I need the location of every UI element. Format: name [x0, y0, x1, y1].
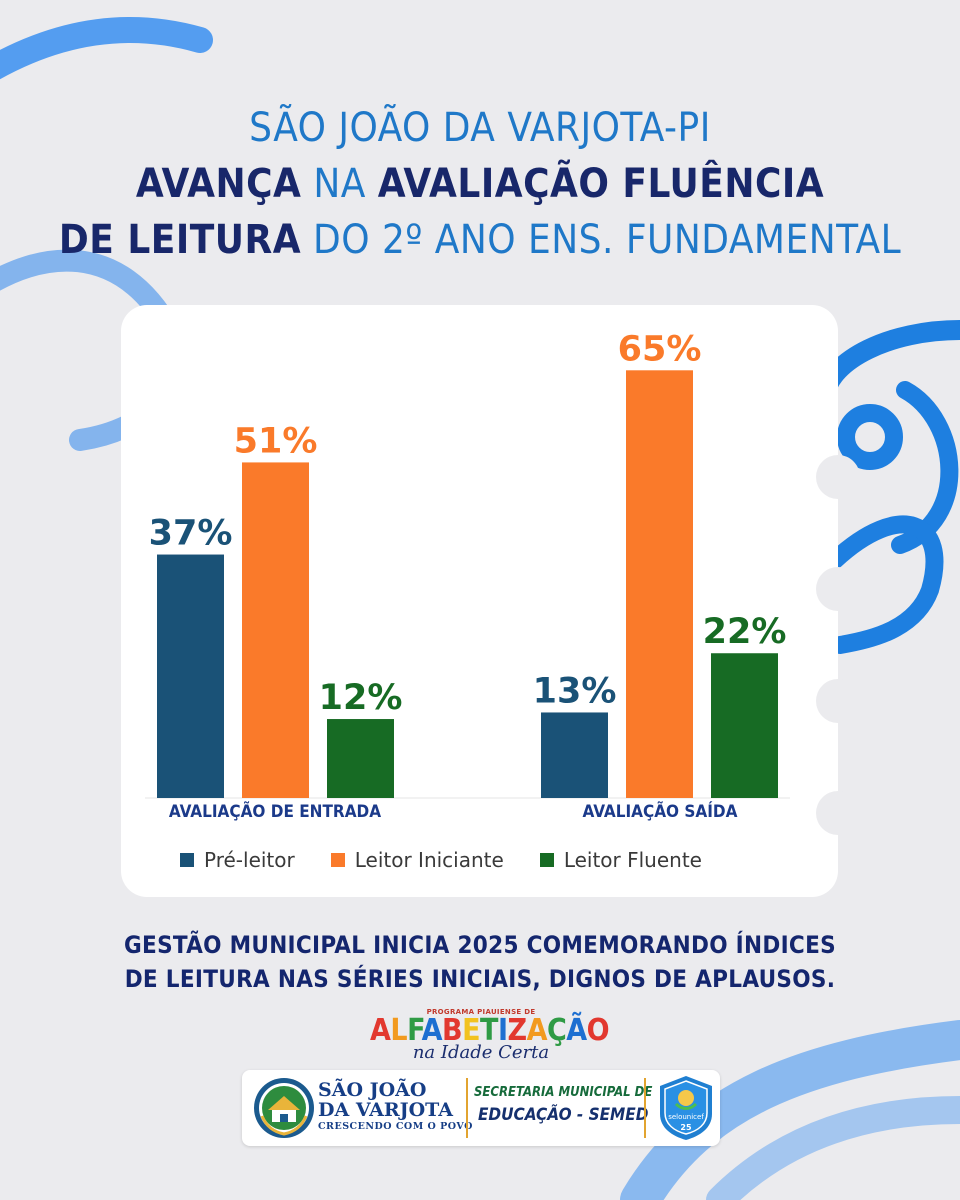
legend-swatch [539, 853, 554, 867]
headline-segment: NA [301, 161, 378, 207]
secretariat-line: SECRETARIA MUNICIPAL DE [474, 1085, 653, 1100]
municipality-name: SÃO JOÃO DA VARJOTA CRESCENDO COM O POVO [318, 1080, 473, 1134]
program-logo-letter: Z [507, 1013, 527, 1048]
footer-message-line: GESTÃO MUNICIPAL INICIA 2025 COMEMORANDO… [124, 931, 836, 959]
card-notch [816, 791, 860, 835]
program-logo: PROGRAMA PIAUIENSE DE ALFABETIZAÇÃO na I… [370, 1008, 610, 1066]
program-logo-title: ALFABETIZAÇÃO [370, 1013, 610, 1048]
program-logo-subtitle: na Idade Certa [412, 1042, 550, 1063]
bar-value-label: 22% [703, 612, 787, 652]
legend-label: Leitor Fluente [563, 848, 702, 872]
bar [626, 370, 693, 798]
municipality-name-line: SÃO JOÃO [318, 1079, 427, 1101]
program-logo-letter: E [462, 1013, 481, 1048]
bar [327, 719, 394, 798]
headline-segment: AVANÇA [135, 161, 302, 207]
secretariat-name: SECRETARIA MUNICIPAL DE EDUCAÇÃO - SEMED [474, 1084, 652, 1128]
bar [541, 712, 608, 798]
program-logo-letter: O [586, 1013, 610, 1048]
legend-swatch [180, 853, 194, 867]
footer-message-line: DE LEITURA NAS SÉRIES INICIAIS, DIGNOS D… [124, 965, 836, 993]
headline-segment: DE LEITURA [58, 217, 302, 263]
footer-message: GESTÃO MUNICIPAL INICIA 2025 COMEMORANDO… [0, 928, 960, 996]
legend-swatch [330, 853, 345, 867]
program-logo-letter: T [480, 1013, 498, 1048]
program-logo-letter: B [441, 1013, 463, 1048]
municipality-slogan: CRESCENDO COM O POVO [318, 1121, 473, 1132]
bar [242, 462, 309, 798]
card-notch [816, 567, 860, 611]
headline-segment: DO 2º ANO ENS. FUNDAMENTAL [301, 217, 902, 263]
bar-value-label: 51% [234, 421, 318, 461]
program-logo-letter: F [407, 1013, 422, 1048]
legend-label: Pré-leitor [204, 848, 295, 872]
unicef-seal-icon: selounicef 25 [660, 1076, 712, 1140]
headline-segment: AVALIAÇÃO FLUÊNCIA [377, 161, 825, 207]
legend-label: Leitor Iniciante [354, 848, 504, 872]
bar-value-label: 65% [618, 329, 702, 369]
program-logo-top: PROGRAMA PIAUIENSE DE [426, 1008, 536, 1016]
bar-value-label: 37% [149, 514, 233, 554]
headline: SÃO JOÃO DA VARJOTA-PI AVANÇA NA AVALIAÇ… [0, 100, 960, 268]
x-axis-category-label: AVALIAÇÃO SAÍDA [582, 802, 738, 822]
secretariat-line: EDUCAÇÃO - SEMED [477, 1105, 649, 1125]
card-notch [816, 455, 860, 499]
legend-item: Pré-leitor [180, 848, 295, 872]
headline-line-3: DE LEITURA DO 2º ANO ENS. FUNDAMENTAL [0, 212, 960, 268]
program-logo-letter: Ç [546, 1013, 567, 1048]
legend-item: Leitor Fluente [539, 848, 702, 872]
seal-text: selounicef [668, 1113, 704, 1121]
bar-value-label: 12% [319, 678, 403, 718]
program-logo-letter: A [526, 1013, 548, 1048]
chart-legend: Pré-leitor Leitor Iniciante Leitor Fluen… [180, 848, 702, 872]
municipal-crest-icon [254, 1078, 314, 1138]
program-logo-letter: L [390, 1013, 408, 1048]
logo-divider [644, 1078, 646, 1138]
program-logo-letter: I [497, 1013, 508, 1048]
x-axis-category-label: AVALIAÇÃO DE ENTRADA [168, 802, 382, 822]
logo-divider [466, 1078, 468, 1138]
card-notch [816, 679, 860, 723]
headline-line-2: AVANÇA NA AVALIAÇÃO FLUÊNCIA [0, 156, 960, 212]
bar-value-label: 13% [533, 671, 617, 711]
bar [157, 554, 224, 798]
program-logo-letter: A [370, 1013, 391, 1048]
municipality-name-line: DA VARJOTA [318, 1099, 454, 1121]
program-logo-letter: A [421, 1013, 443, 1048]
bar [711, 653, 778, 798]
program-logo-letter: Ã [566, 1013, 587, 1048]
seal-number: 25 [680, 1123, 692, 1132]
logo-bar: SÃO JOÃO DA VARJOTA CRESCENDO COM O POVO… [242, 1070, 720, 1146]
headline-line-1: SÃO JOÃO DA VARJOTA-PI [249, 105, 711, 151]
legend-item: Leitor Iniciante [330, 848, 504, 872]
